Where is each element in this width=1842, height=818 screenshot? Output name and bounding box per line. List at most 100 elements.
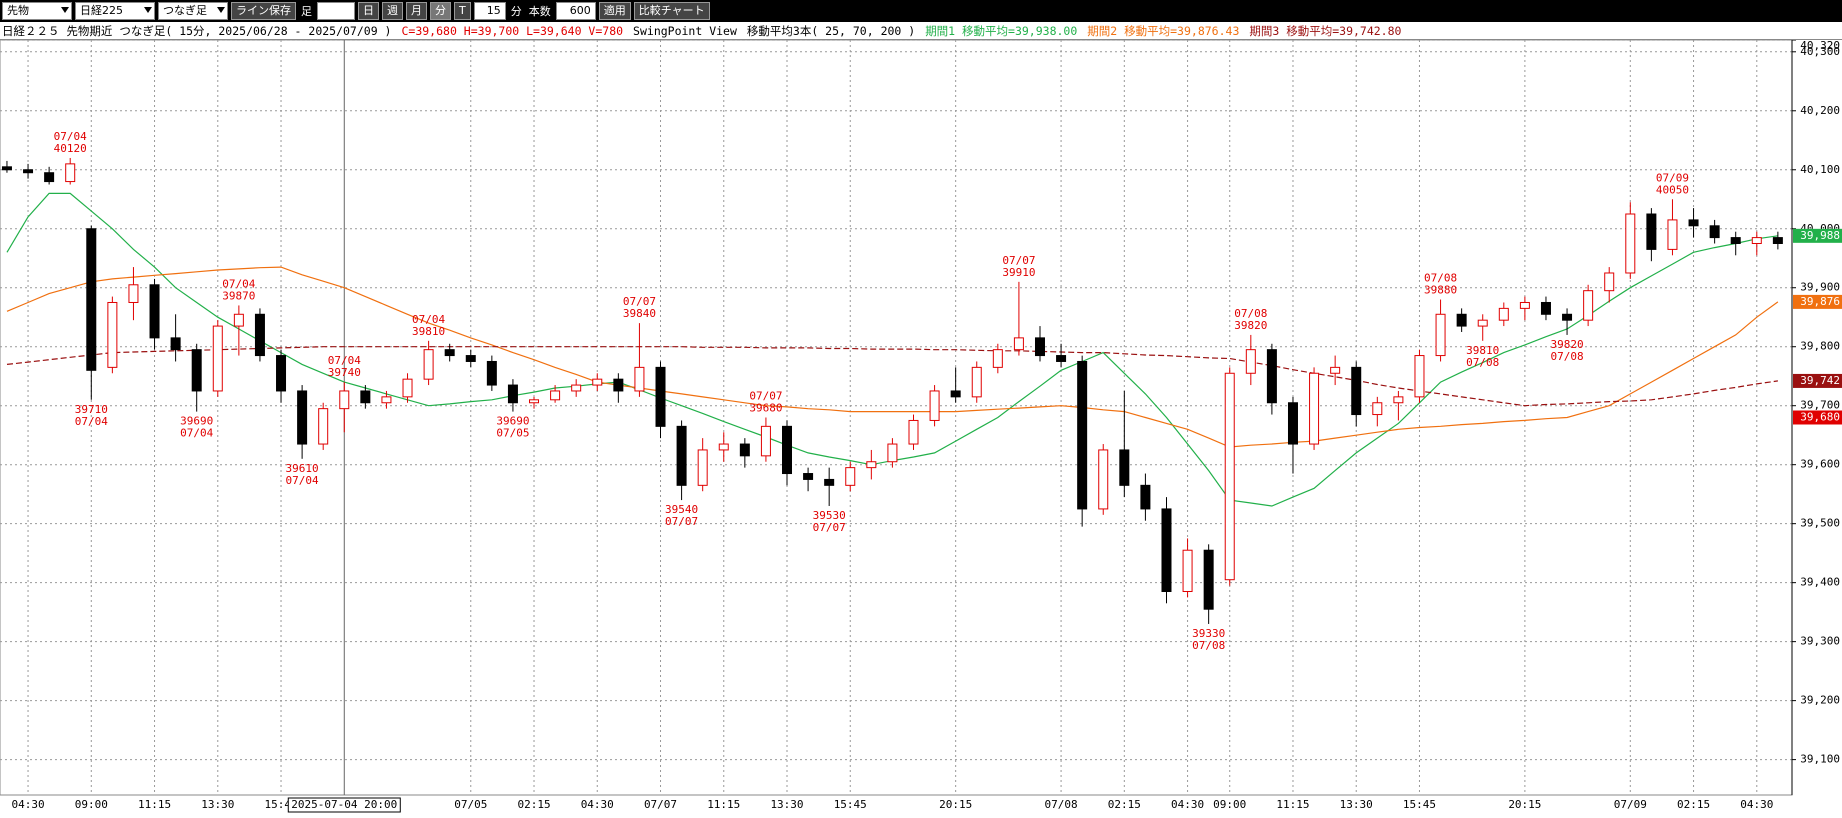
ma-line	[6, 266, 1779, 448]
x-tick-label: 11:15	[707, 798, 740, 811]
candle-body	[866, 461, 877, 469]
swing-price: 39820	[1234, 319, 1267, 332]
candle-body	[676, 425, 687, 486]
dropdown[interactable]: 先物	[2, 2, 72, 20]
button[interactable]: ライン保存	[231, 2, 296, 20]
y-tick-label: 39,900	[1800, 281, 1840, 294]
candle-body	[65, 163, 76, 183]
swing-date: 07/04	[75, 415, 108, 428]
candle-body	[1498, 307, 1509, 321]
dropdown[interactable]: つなぎ足	[158, 2, 228, 20]
x-tick-label: 02:15	[1677, 798, 1710, 811]
candle-body	[423, 349, 434, 380]
price-tag-label: 39,988	[1800, 229, 1840, 242]
candle-body	[760, 425, 771, 457]
candle-body	[782, 425, 793, 475]
candle-body	[1583, 290, 1594, 321]
candle-body	[1667, 219, 1678, 250]
label: 分	[510, 5, 522, 18]
candle-body	[1330, 366, 1341, 374]
swing-date: 07/08	[1550, 350, 1583, 363]
x-tick-label: 15:45	[834, 798, 867, 811]
x-tick-label: 07/09	[1614, 798, 1647, 811]
input[interactable]: 15	[473, 2, 506, 20]
price-tag	[1793, 294, 1842, 309]
y-tick-label: 39,400	[1800, 576, 1840, 589]
candle-body	[1203, 549, 1214, 610]
button[interactable]: 月	[406, 2, 427, 20]
x-tick-label: 04:30	[1740, 798, 1773, 811]
candle-body	[1414, 355, 1425, 398]
button[interactable]: 適用	[598, 2, 631, 20]
candle-body	[655, 366, 666, 427]
x-tick-label: 09:00	[75, 798, 108, 811]
candle-body	[486, 360, 497, 386]
candle-body	[887, 443, 898, 463]
swing-date: 07/08	[1192, 639, 1225, 652]
button[interactable]: 分	[430, 2, 451, 20]
candle-body	[929, 390, 940, 421]
swing-price: 39870	[222, 289, 255, 302]
swing-date: 07/07	[665, 515, 698, 528]
candle-body	[971, 366, 982, 398]
candle-body	[1604, 272, 1615, 292]
x-tick-label: 11:15	[138, 798, 171, 811]
swing-date: 07/04	[180, 427, 213, 440]
candle-body	[550, 390, 561, 401]
candle-body	[1309, 372, 1320, 445]
x-tick-label: 20:15	[1508, 798, 1541, 811]
x-tick-label: 11:15	[1276, 798, 1309, 811]
candle-body	[845, 467, 856, 486]
x-tick-label: 02:15	[517, 798, 550, 811]
candle-body	[571, 384, 582, 392]
x-tick-label: 20:15	[939, 798, 972, 811]
dropdown[interactable]: 日経225	[75, 2, 155, 20]
input[interactable]	[317, 2, 355, 20]
swing-price: 39680	[749, 402, 782, 415]
button[interactable]: 比較チャート	[633, 2, 710, 20]
swing-date: 07/07	[749, 390, 782, 403]
price-tag	[1793, 228, 1842, 243]
candle-body	[170, 337, 181, 351]
candle-body	[1351, 366, 1362, 416]
button[interactable]: 週	[382, 2, 403, 20]
candle-body	[381, 396, 392, 404]
candle-body	[360, 390, 371, 404]
candle-body	[950, 390, 961, 398]
candle-body	[44, 172, 55, 183]
button[interactable]: 日	[358, 2, 379, 20]
price-tag-label: 39,680	[1800, 411, 1840, 424]
candle-body	[1372, 402, 1383, 416]
candle-body	[1709, 225, 1720, 239]
swing-date: 07/07	[813, 521, 846, 534]
candle-body	[1477, 319, 1488, 327]
ma-title: 移動平均3本( 25, 70, 200 )	[746, 23, 916, 38]
y-tick-label: 40,300	[1800, 45, 1840, 58]
input[interactable]: 600	[555, 2, 596, 20]
y-tick-label: 39,600	[1800, 458, 1840, 471]
candle-body	[1435, 313, 1446, 357]
cursor-label-box	[287, 797, 401, 813]
candle-body	[23, 169, 34, 174]
candle-body	[191, 349, 202, 392]
candle-body	[128, 284, 139, 303]
swing-price: 39810	[412, 325, 445, 338]
candle-body	[507, 384, 518, 404]
button[interactable]: T	[454, 2, 471, 20]
candle-body	[1013, 337, 1024, 351]
x-tick-label: 07/08	[1045, 798, 1078, 811]
candle-body	[824, 478, 835, 486]
candle-body	[592, 378, 603, 386]
candle-body	[276, 355, 287, 392]
candle-body	[739, 443, 750, 457]
header: 日経２２５ 先物期近 つなぎ足( 15分, 2025/06/28 - 2025/…	[0, 22, 1842, 40]
swing-date: 07/08	[1466, 356, 1499, 369]
candle-body	[339, 390, 350, 410]
candle-body	[465, 355, 476, 362]
candle-body	[613, 378, 624, 392]
swing-price: 39330	[1192, 627, 1225, 640]
x-tick-label: 04:30	[1171, 798, 1204, 811]
candle-body	[254, 313, 265, 357]
candle-body	[1688, 219, 1699, 227]
